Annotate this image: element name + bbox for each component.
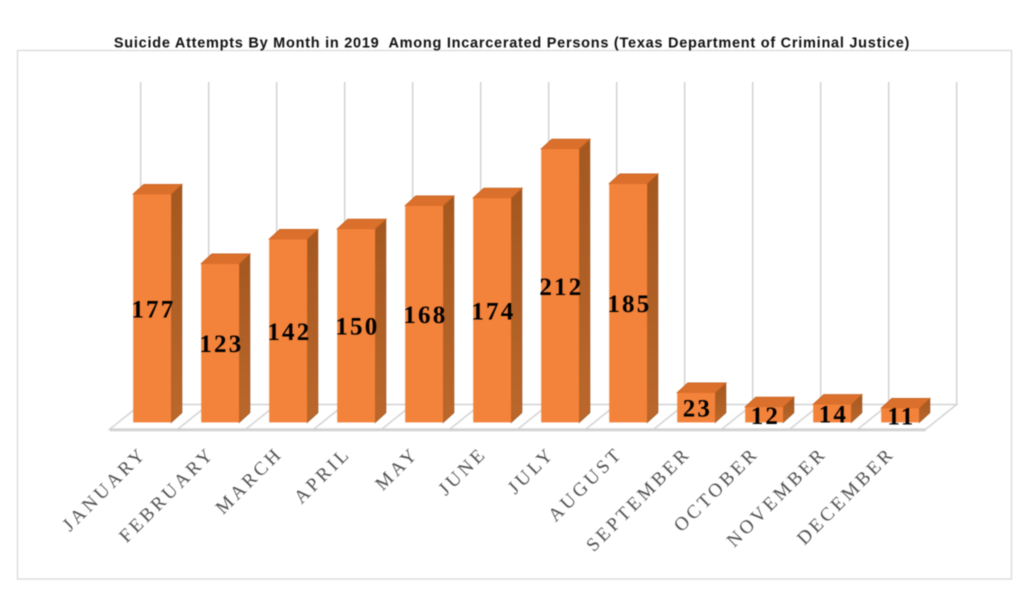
svg-text:12: 12: [751, 403, 780, 430]
svg-text:Suicide Attempts By Month in 2: Suicide Attempts By Month in 2019 Among …: [114, 36, 910, 52]
svg-text:212: 212: [539, 274, 583, 301]
svg-text:142: 142: [267, 319, 311, 346]
svg-text:174: 174: [471, 298, 515, 325]
svg-text:11: 11: [887, 403, 915, 430]
svg-text:168: 168: [403, 302, 447, 329]
svg-text:177: 177: [131, 296, 175, 323]
svg-text:185: 185: [607, 291, 651, 318]
svg-text:14: 14: [819, 402, 848, 429]
svg-text:123: 123: [199, 331, 243, 358]
svg-text:23: 23: [683, 396, 712, 423]
svg-text:150: 150: [335, 314, 379, 341]
